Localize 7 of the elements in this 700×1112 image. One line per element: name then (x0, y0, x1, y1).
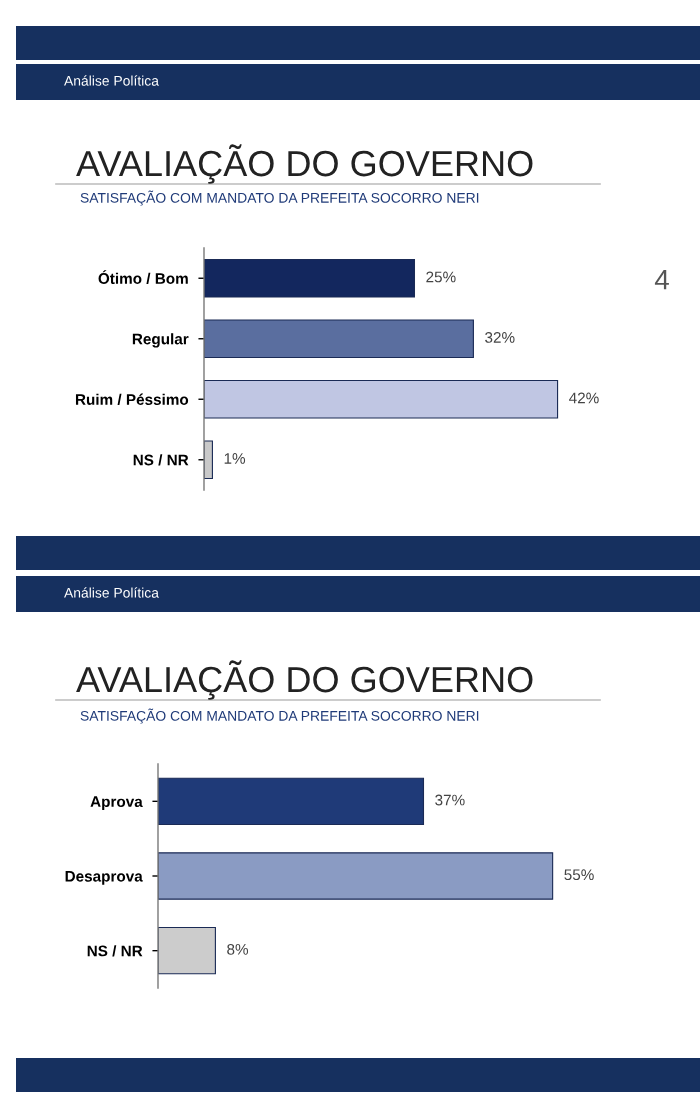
bar (204, 379, 559, 419)
chart-title: AVALIAÇÃO DO GOVERNO (76, 144, 533, 184)
bar (204, 440, 213, 480)
bar (204, 258, 416, 298)
bar (204, 319, 474, 359)
text: 4 (654, 270, 669, 290)
chart-title: AVALIAÇÃO DO GOVERNO (76, 660, 533, 700)
